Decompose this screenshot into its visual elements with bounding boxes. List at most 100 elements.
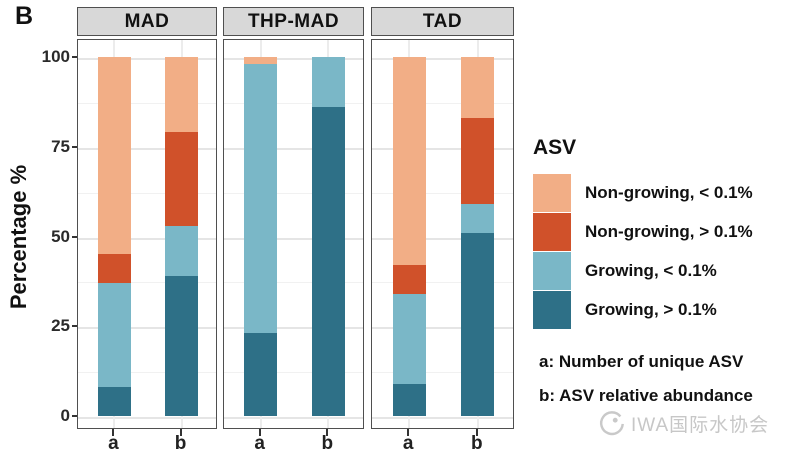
facet-strip-thp-mad: THP-MAD (223, 7, 364, 36)
legend-swatch (533, 212, 571, 251)
bar-segment (165, 57, 199, 133)
gridline-minor (372, 372, 513, 374)
facet-strip-mad: MAD (77, 7, 217, 36)
x-tick-mark (258, 429, 261, 436)
x-tick-mark (407, 429, 410, 436)
y-tick-label: 0 (60, 406, 70, 425)
facet-panel-thp-mad (223, 39, 364, 429)
legend-label: Growing, > 0.1% (585, 299, 717, 319)
x-tick-mark (112, 429, 115, 436)
x-tick-mark (475, 429, 478, 436)
bar-segment (392, 383, 426, 416)
bar-segment (311, 107, 345, 416)
legend-swatch (533, 173, 571, 212)
bar-mad-b (165, 57, 199, 416)
facet-label-thp-mad: THP-MAD (247, 10, 340, 32)
bar-segment (461, 232, 495, 416)
y-tick-mark (72, 325, 78, 328)
bar-thp-mad-a (244, 57, 278, 416)
bar-segment (392, 57, 426, 266)
note-b: b: ASV relative abundance (539, 386, 753, 405)
bar-segment (97, 283, 131, 388)
legend-item: Growing, > 0.1% (533, 290, 753, 329)
gridline-major (224, 58, 363, 60)
gridline-minor (78, 372, 216, 374)
bar-tad-a (392, 57, 426, 416)
bar-segment (165, 225, 199, 276)
legend-label: Growing, < 0.1% (585, 260, 717, 280)
gridline-major (372, 327, 513, 330)
panel-label: B (15, 2, 34, 30)
bar-mad-a (97, 57, 131, 416)
legend-items: Non-growing, < 0.1% Non-growing, > 0.1% Gr… (533, 173, 753, 329)
bar-segment (461, 118, 495, 205)
gridline-minor (78, 282, 216, 284)
legend-item: Growing, < 0.1% (533, 251, 753, 290)
legend-label: Non-growing, > 0.1% (585, 221, 753, 241)
legend-item: Non-growing, < 0.1% (533, 173, 753, 212)
y-tick-mark (72, 235, 78, 238)
gridline-minor (78, 102, 216, 104)
gridline-major (78, 58, 216, 60)
x-tick-mark (179, 429, 182, 436)
gridline-minor (224, 282, 363, 284)
facet-label-mad: MAD (124, 10, 170, 32)
bar-segment (461, 204, 495, 233)
bar-segment (165, 276, 199, 416)
gridline-major (224, 237, 363, 240)
legend-title: ASV (533, 136, 577, 159)
bar-segment (165, 132, 199, 226)
watermark: IWA国际水协会 (596, 408, 769, 438)
bar-segment (244, 64, 278, 334)
gridline-minor (372, 102, 513, 104)
legend-item: Non-growing, > 0.1% (533, 212, 753, 251)
facet-strip-tad: TAD (371, 7, 514, 36)
facet-panel-mad (77, 39, 217, 429)
y-tick-label: 50 (51, 226, 70, 246)
gridline-minor (372, 282, 513, 284)
gridline-major (372, 237, 513, 240)
bar-segment (461, 57, 495, 119)
bar-tad-b (461, 57, 495, 416)
x-tick-label-b: b (471, 433, 483, 454)
gridline-major (78, 417, 216, 419)
y-tick-mark (72, 145, 78, 148)
gridline-major (372, 147, 513, 150)
gridline-minor (224, 102, 363, 104)
y-tick-mark (72, 415, 78, 417)
bar-thp-mad-b (311, 57, 345, 416)
gridline-major (224, 147, 363, 150)
y-tick-label: 25 (51, 316, 70, 336)
gridline-major (372, 417, 513, 419)
bar-segment (97, 57, 131, 255)
iwa-swirl-logo-icon (599, 411, 624, 436)
legend-label: Non-growing, < 0.1% (585, 182, 753, 202)
bar-segment (97, 387, 131, 416)
bar-segment (244, 57, 278, 65)
x-tick-label-a: a (108, 433, 119, 454)
gridline-minor (372, 192, 513, 194)
watermark-text: IWA国际水协会 (631, 414, 770, 436)
gridline-major (224, 417, 363, 419)
legend-swatch (533, 290, 571, 329)
bar-segment (244, 333, 278, 416)
gridline-major (224, 327, 363, 330)
gridline-minor (78, 192, 216, 194)
legend: ASV Non-growing, < 0.1% Non-growing, > 0.… (533, 136, 753, 329)
x-tick-label-b: b (174, 433, 187, 454)
y-tick-label: 75 (51, 136, 70, 156)
gridline-minor (224, 372, 363, 374)
bar-segment (392, 265, 426, 294)
x-tick-label-a: a (402, 433, 414, 454)
note-a: a: Number of unique ASV (539, 352, 744, 371)
gridline-major (78, 327, 216, 330)
x-tick-label-b: b (321, 433, 334, 454)
gridline-major (78, 147, 216, 150)
bar-segment (392, 293, 426, 384)
bar-segment (97, 254, 131, 284)
y-tick-mark (72, 56, 78, 58)
gridline-major (78, 237, 216, 240)
legend-swatch (533, 251, 571, 290)
y-tick-label: 100 (41, 47, 70, 66)
